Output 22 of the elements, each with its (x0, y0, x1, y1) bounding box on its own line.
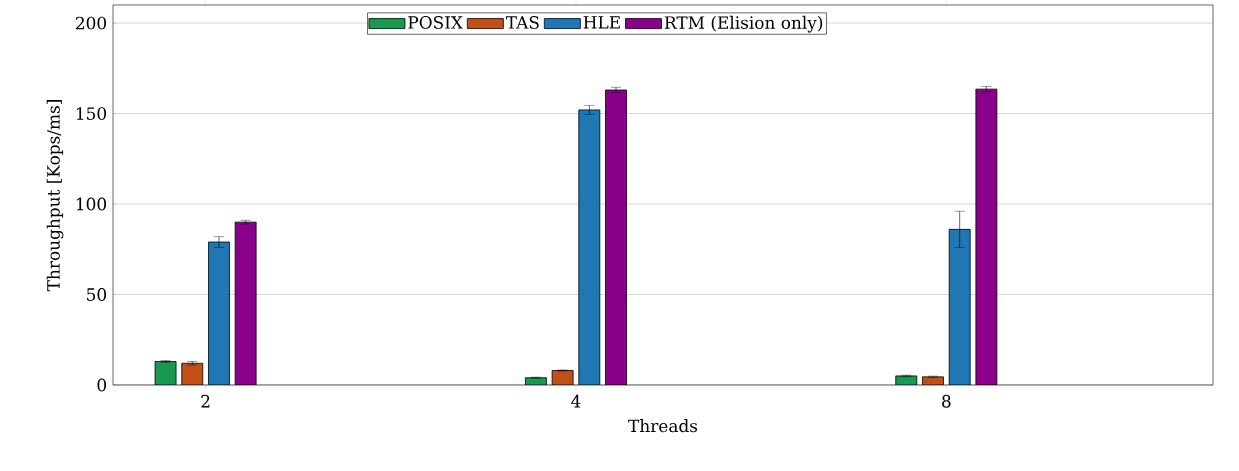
bar (895, 375, 918, 385)
bar (154, 361, 177, 385)
bar (551, 370, 574, 385)
legend-label: TAS (505, 16, 539, 29)
bar (922, 376, 944, 385)
legend-label: POSIX (408, 16, 463, 29)
y-tick-label: 0 (97, 378, 107, 392)
legend-label: RTM (Elision only) (664, 15, 823, 33)
y-axis-title: Throughput [Kops/ms] (46, 100, 64, 292)
bar (605, 89, 627, 385)
bar (975, 88, 998, 385)
legend-label: HLE (583, 16, 620, 29)
x-axis-title: Threads (628, 419, 698, 433)
bar (181, 362, 204, 385)
x-tick-label: 2 (201, 394, 210, 408)
bar (234, 221, 257, 385)
y-tick-label: 150 (76, 107, 107, 120)
x-tick-label: 4 (571, 394, 581, 408)
y-tick-label: 50 (87, 288, 107, 301)
y-tick-label: 100 (76, 197, 107, 211)
x-tick-label: 8 (942, 394, 951, 408)
y-tick-label: 200 (76, 16, 107, 30)
